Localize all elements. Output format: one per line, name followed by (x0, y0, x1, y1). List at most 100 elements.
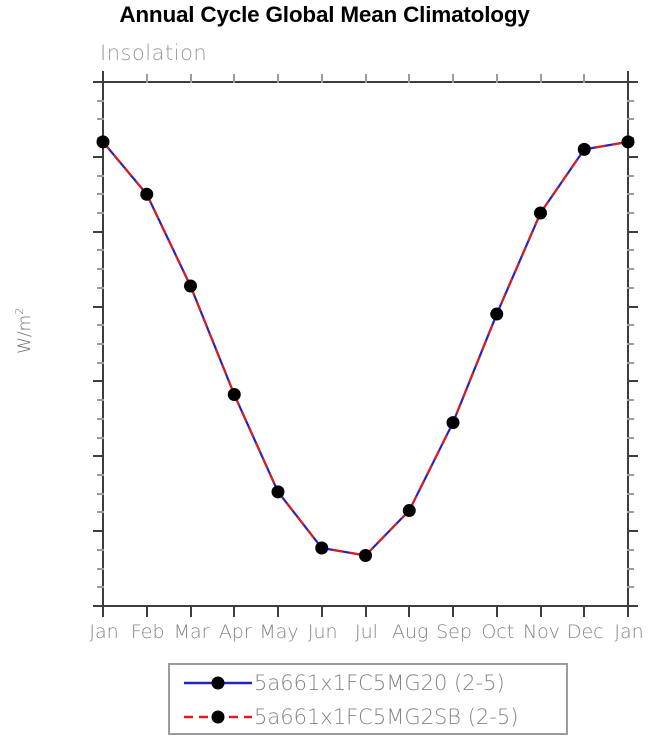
y-tick-minor (97, 548, 104, 551)
data-point (621, 135, 635, 149)
data-point (96, 135, 110, 149)
x-tick-top (408, 74, 411, 83)
x-tick-top (452, 74, 454, 83)
x-tick-major (277, 605, 279, 617)
legend-entry-0[interactable]: 5a661x1FC5MG20 (2-5) (170, 666, 566, 700)
x-tick-top (189, 74, 192, 83)
y-tick-minor (627, 174, 634, 177)
y-tick-minor (627, 567, 634, 570)
x-tick-label: Feb (130, 621, 165, 643)
y-tick-minor (627, 399, 634, 402)
y-tick-minor (97, 567, 104, 570)
y-tick-major (627, 605, 638, 607)
x-tick-major (364, 605, 367, 617)
series-2 (102, 140, 629, 557)
y-tick-minor (627, 361, 634, 364)
y-tick-minor (97, 474, 104, 476)
y-tick-minor (627, 118, 634, 121)
x-tick-label: Aug (392, 621, 429, 643)
y-axis-title-text: W/m (14, 314, 35, 354)
x-tick-label: Oct (481, 621, 515, 643)
data-point (184, 279, 197, 293)
legend-sample-line-1 (184, 710, 252, 724)
y-tick-minor (97, 492, 104, 495)
x-tick-top (102, 71, 104, 83)
x-tick-top (364, 74, 367, 83)
x-tick-top (233, 74, 236, 83)
y-tick-major (627, 230, 638, 233)
chart-legend: 5a661x1FC5MG20 (2-5) 5a661x1FC5MG2SB (2-… (168, 663, 568, 735)
x-tick-major (189, 605, 192, 617)
y-tick-minor (627, 474, 634, 476)
x-tick-label: Sep (436, 621, 472, 643)
y-tick-minor (97, 99, 104, 102)
y-tick-minor (97, 286, 104, 289)
y-tick-major (93, 230, 104, 233)
x-tick-major (102, 605, 104, 617)
y-tick-major (627, 155, 638, 158)
x-tick-top (627, 71, 629, 83)
x-tick-major (583, 605, 586, 617)
y-tick-minor (627, 249, 634, 252)
y-tick-minor (97, 268, 104, 271)
y-tick-minor (97, 343, 104, 345)
y-tick-minor (627, 492, 634, 495)
x-tick-top (320, 74, 323, 83)
data-point (446, 416, 460, 430)
x-tick-top (583, 74, 586, 83)
x-tick-top (495, 74, 498, 83)
data-point (490, 307, 504, 321)
y-tick-minor (627, 286, 634, 289)
data-point (534, 206, 547, 220)
x-tick-label: Dec (566, 621, 604, 643)
y-tick-minor (627, 99, 634, 102)
x-tick-top (277, 74, 279, 83)
y-tick-minor (97, 586, 104, 589)
legend-entry-1[interactable]: 5a661x1FC5MG2SB (2-5) (170, 700, 566, 734)
y-tick-minor (627, 417, 634, 420)
y-tick-major (93, 455, 104, 458)
x-tick-major (233, 605, 236, 617)
y-tick-minor (97, 212, 104, 214)
legend-label-1: 5a661x1FC5MG2SB (2-5) (254, 705, 519, 729)
y-tick-minor (627, 548, 634, 551)
data-point (577, 142, 591, 156)
legend-label-0: 5a661x1FC5MG20 (2-5) (254, 671, 505, 695)
x-tick-top (539, 74, 542, 83)
y-tick-major (93, 530, 104, 533)
x-tick-major (627, 605, 629, 617)
y-tick-minor (97, 193, 104, 196)
y-axis-title-exponent: 2 (13, 307, 27, 315)
data-point (315, 541, 329, 555)
series-line (102, 140, 629, 557)
data-point (140, 187, 154, 201)
data-point (402, 504, 416, 518)
y-tick-minor (627, 586, 634, 589)
x-tick-major (145, 605, 148, 617)
y-tick-minor (97, 361, 104, 364)
y-tick-minor (627, 193, 634, 196)
y-tick-minor (97, 399, 104, 402)
y-tick-major (93, 380, 104, 383)
x-tick-major (452, 605, 454, 617)
y-tick-minor (627, 511, 634, 514)
y-tick-minor (627, 324, 634, 327)
y-tick-major (93, 155, 104, 158)
x-tick-label: Jan (89, 621, 119, 643)
y-tick-minor (627, 212, 634, 214)
x-tick-label: Jul (355, 621, 378, 643)
series-1 (102, 140, 629, 557)
data-point (227, 388, 241, 402)
y-tick-major (93, 305, 104, 308)
y-tick-minor (97, 118, 104, 121)
x-tick-major (408, 605, 411, 617)
y-tick-minor (97, 174, 104, 177)
series-markers (96, 135, 635, 562)
y-tick-major (627, 81, 638, 83)
x-tick-major (495, 605, 498, 617)
y-tick-major (93, 81, 104, 83)
plot-subtitle: Insolation (100, 41, 208, 65)
y-tick-major (627, 305, 638, 308)
data-series-layer (96, 135, 635, 562)
